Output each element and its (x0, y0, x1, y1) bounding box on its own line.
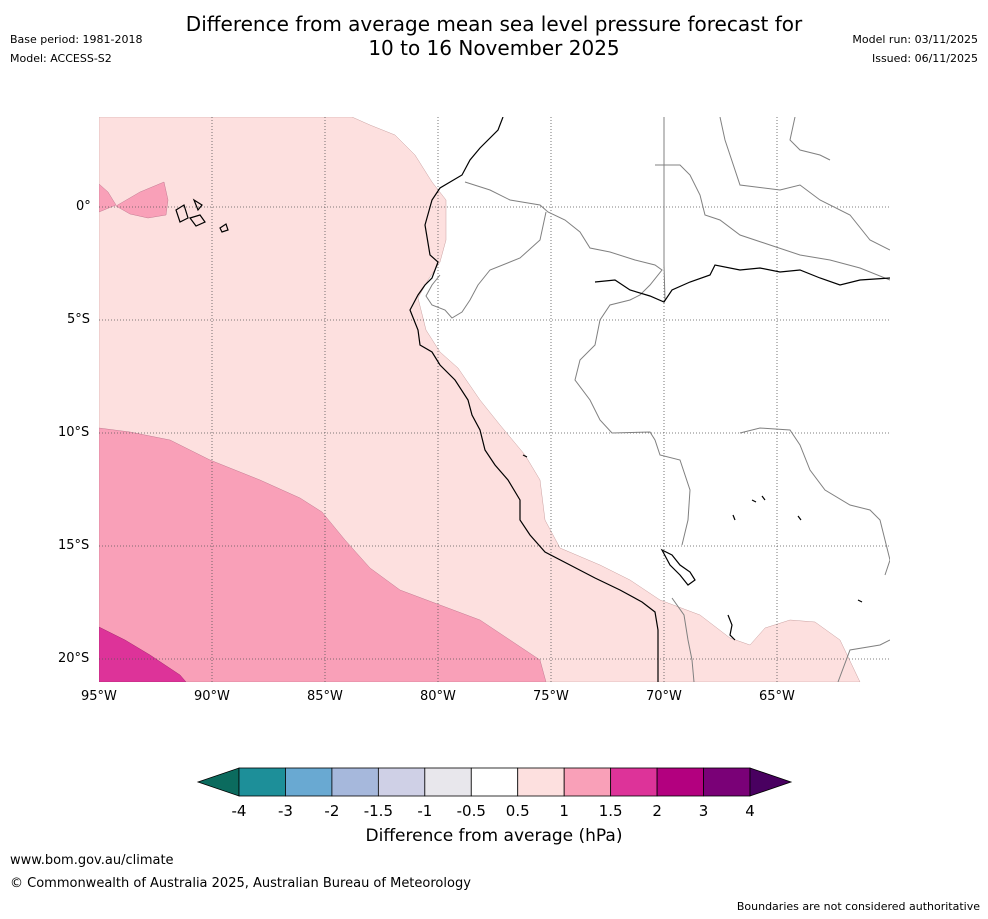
colorbar-extend-below (196, 767, 240, 797)
colorbar-tick-label: -4 (232, 802, 247, 820)
colorbar-bin (610, 767, 658, 797)
country-borders (425, 117, 890, 682)
colorbar-tick-label: 2 (652, 802, 662, 820)
lon-label-65w: 65°W (759, 689, 795, 704)
gridlines (99, 117, 890, 682)
colorbar-bin (656, 767, 704, 797)
lon-label-85w: 85°W (307, 689, 343, 704)
colorbar-bin (238, 767, 286, 797)
chart-title: Difference from average mean sea level p… (0, 12, 988, 60)
copyright-notice: © Commonwealth of Australia 2025, Austra… (10, 876, 471, 891)
lon-label-70w: 70°W (646, 689, 682, 704)
colorbar-tick-label: 1.5 (599, 802, 623, 820)
lat-label-10s: 10°S (58, 425, 90, 440)
colorbar-bin (285, 767, 333, 797)
colorbar: -4 -3 -2 -1.5 -1 -0.5 0.5 1 1.5 2 3 4 (196, 767, 793, 820)
boundaries-disclaimer: Boundaries are not considered authoritat… (736, 900, 980, 913)
lon-label-90w: 90°W (194, 689, 230, 704)
colorbar-tick-label: -1 (417, 802, 432, 820)
colorbar-tick-label: -3 (278, 802, 293, 820)
colorbar-bin (377, 767, 426, 797)
anomaly-patch-1-1.5 (99, 181, 169, 219)
lon-label-80w: 80°W (420, 689, 456, 704)
issued-date: Issued: 06/11/2025 (871, 52, 978, 65)
website-link[interactable]: www.bom.gov.au/climate (10, 853, 174, 868)
colorbar-tick-label: 1 (559, 802, 569, 820)
colorbar-bin (331, 767, 379, 797)
colorbar-tick-label: -1.5 (364, 802, 393, 820)
lat-label-20s: 20°S (58, 651, 90, 666)
colorbar-tick-label: -2 (324, 802, 339, 820)
model-name: Model: ACCESS-S2 (10, 52, 112, 65)
lat-label-15s: 15°S (58, 538, 90, 553)
colorbar-bin (563, 767, 612, 797)
anomaly-region-1-1.5 (99, 427, 547, 682)
anomaly-region-1.5-2 (99, 626, 187, 682)
colorbar-tick-label: 4 (745, 802, 755, 820)
colorbar-extend-above (749, 767, 793, 797)
colorbar-bin (703, 767, 751, 797)
lat-label-0: 0° (76, 199, 91, 214)
lat-label-5s: 5°S (67, 312, 91, 327)
colorbar-bin (470, 767, 519, 797)
colorbar-bin (517, 767, 565, 797)
colorbar-tick-label: 3 (699, 802, 709, 820)
title-line-2: 10 to 16 November 2025 (368, 36, 620, 60)
colorbar-label: Difference from average (hPa) (365, 826, 623, 846)
model-run-date: Model run: 03/11/2025 (852, 33, 978, 46)
colorbar-tick-label: 0.5 (506, 802, 530, 820)
colorbar-tick-label: -0.5 (457, 802, 486, 820)
lon-label-75w: 75°W (533, 689, 569, 704)
base-period: Base period: 1981-2018 (10, 33, 143, 46)
title-line-1: Difference from average mean sea level p… (185, 12, 803, 36)
colorbar-bin (424, 767, 472, 797)
lon-label-95w: 95°W (81, 689, 117, 704)
coastlines (175, 117, 890, 682)
